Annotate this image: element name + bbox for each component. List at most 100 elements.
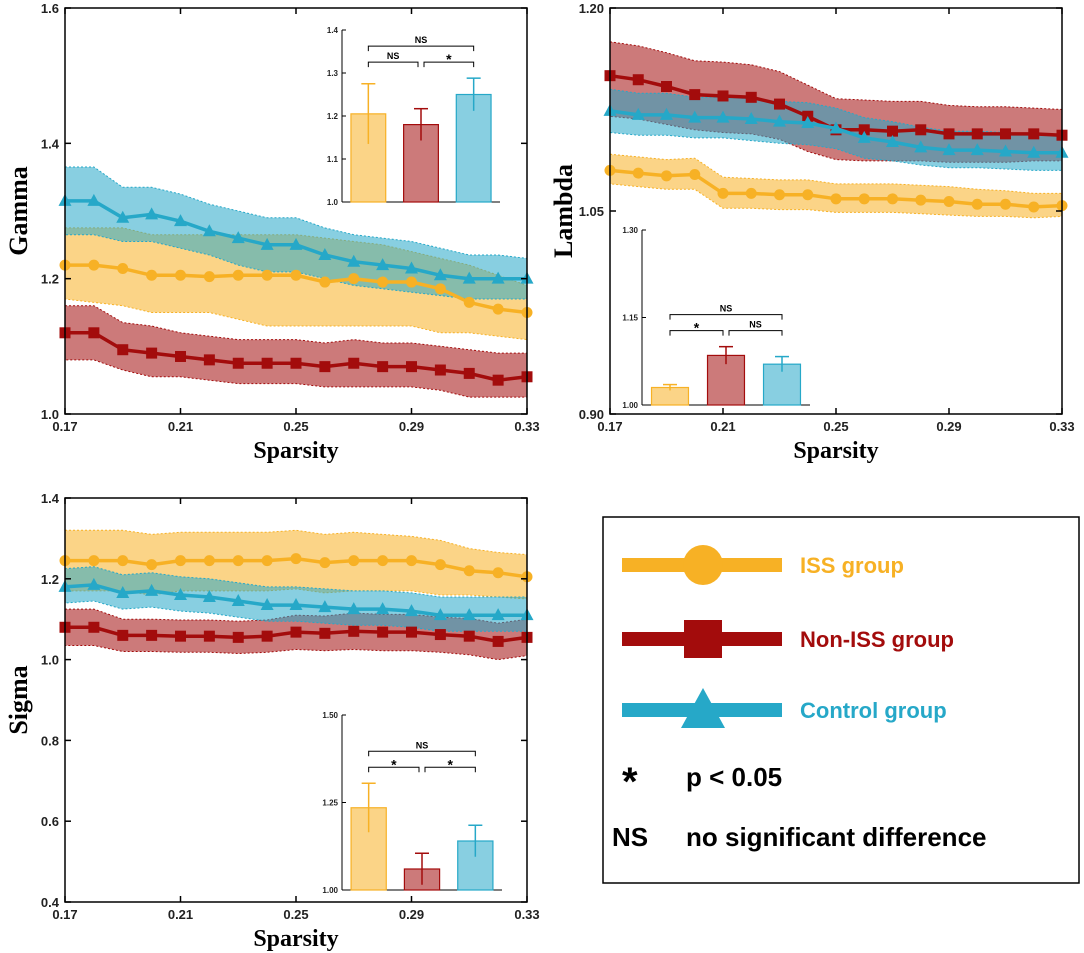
- noniss-point: [290, 357, 302, 369]
- control-point: [174, 214, 187, 227]
- noniss-point: [319, 627, 331, 639]
- legend-star-symbol: *: [622, 760, 638, 804]
- control-point: [886, 134, 899, 147]
- control-point: [116, 585, 130, 598]
- iss-point: [290, 269, 302, 281]
- control-point: [660, 107, 673, 120]
- control-point: [462, 608, 476, 621]
- x-axis-title: Sparsity: [793, 438, 878, 464]
- noniss-point: [717, 90, 729, 102]
- iss-point: [774, 189, 785, 201]
- control-point: [631, 107, 645, 120]
- control-point: [716, 110, 730, 123]
- control-point: [405, 261, 418, 274]
- inset-y-tick-label: 1.0: [327, 198, 339, 207]
- legend-ns-text: no significant difference: [686, 822, 987, 852]
- y-tick-label: 0.8: [41, 733, 59, 748]
- control-point: [174, 587, 187, 600]
- iss-point: [117, 263, 129, 275]
- y-axis-title: Gamma: [4, 166, 33, 256]
- significance-bracket: [669, 330, 724, 336]
- control-point: [116, 210, 130, 223]
- inset-y-tick-label: 1.50: [322, 711, 338, 720]
- significance-bracket: [669, 314, 783, 320]
- control-point: [376, 258, 390, 271]
- inset-y-tick-label: 1.25: [322, 799, 338, 808]
- significance-bracket: [367, 45, 475, 52]
- noniss-point: [232, 357, 244, 369]
- significance-label: NS: [415, 35, 428, 45]
- noniss-point: [203, 354, 215, 366]
- iss-point: [348, 273, 360, 285]
- y-tick-label: 1.2: [41, 572, 59, 587]
- x-tick-label: 0.29: [399, 907, 424, 922]
- x-tick-label: 0.29: [399, 419, 424, 434]
- y-tick-label: 1.4: [41, 136, 60, 151]
- iss-point: [319, 557, 331, 569]
- iss-point: [971, 198, 983, 210]
- x-tick-label: 0.33: [514, 907, 539, 922]
- control-point: [260, 598, 274, 611]
- iss-point: [377, 555, 389, 567]
- noniss-point: [943, 128, 955, 140]
- control-point: [688, 110, 702, 123]
- significance-bracket: [368, 766, 420, 773]
- control-point: [318, 600, 332, 613]
- iss-point: [261, 555, 273, 567]
- significance-bracket: [368, 750, 476, 757]
- inset-y-tick-label: 1.30: [622, 226, 638, 235]
- significance-bracket: [728, 330, 783, 336]
- noniss-point: [88, 327, 100, 339]
- iss-point: [1000, 198, 1011, 210]
- iss-point: [261, 269, 273, 281]
- control-point: [433, 608, 447, 621]
- inset-bar-chart: 1.00 1.15 1.30 * NS NS: [622, 226, 810, 410]
- control-point: [829, 121, 843, 134]
- control-point: [1027, 145, 1041, 158]
- control-point: [87, 577, 101, 590]
- x-tick-label: 0.17: [597, 419, 622, 434]
- significance-label: *: [391, 756, 397, 772]
- noniss-point: [492, 374, 504, 386]
- inset-y-tick-label: 1.3: [327, 69, 339, 78]
- iss-point: [1028, 201, 1040, 213]
- legend-frame: [602, 516, 1080, 884]
- significance-label: *: [446, 51, 452, 67]
- x-axis-title: Sparsity: [253, 926, 338, 952]
- inset-y-tick-label: 1.1: [327, 155, 339, 164]
- iss-point: [689, 168, 701, 180]
- iss-point: [88, 555, 100, 567]
- significance-label: NS: [749, 320, 762, 330]
- iss-point: [290, 553, 302, 565]
- legend-iss-label: ISS group: [800, 553, 904, 578]
- legend-iss-marker-icon: [683, 545, 723, 585]
- iss-point: [632, 167, 644, 179]
- iss-point: [858, 193, 870, 205]
- control-point: [914, 140, 928, 153]
- control-point: [857, 130, 871, 143]
- x-tick-label: 0.25: [823, 419, 848, 434]
- y-axis-title: Lambda: [549, 164, 578, 258]
- legend-star-text: p < 0.05: [686, 762, 782, 792]
- control-point: [145, 207, 159, 220]
- significance-bracket: [424, 766, 476, 773]
- inset-bar-chart: 1.0 1.1 1.2 1.3 1.4 NS * NS: [327, 26, 500, 207]
- noniss-point: [745, 91, 757, 103]
- control-point: [145, 583, 159, 596]
- noniss-point: [377, 626, 389, 638]
- noniss-point: [175, 630, 186, 642]
- noniss-point: [88, 621, 100, 633]
- noniss-point: [203, 630, 215, 642]
- noniss-point: [492, 635, 504, 647]
- x-tick-label: 0.21: [710, 419, 735, 434]
- significance-label: NS: [416, 740, 429, 750]
- noniss-point: [915, 124, 927, 136]
- inset-y-tick-label: 1.2: [327, 112, 339, 121]
- iss-point: [146, 559, 158, 571]
- iss-point: [830, 193, 842, 205]
- noniss-point: [175, 350, 186, 362]
- control-point: [202, 589, 216, 602]
- y-tick-label: 1.0: [41, 407, 59, 422]
- control-point: [202, 224, 216, 237]
